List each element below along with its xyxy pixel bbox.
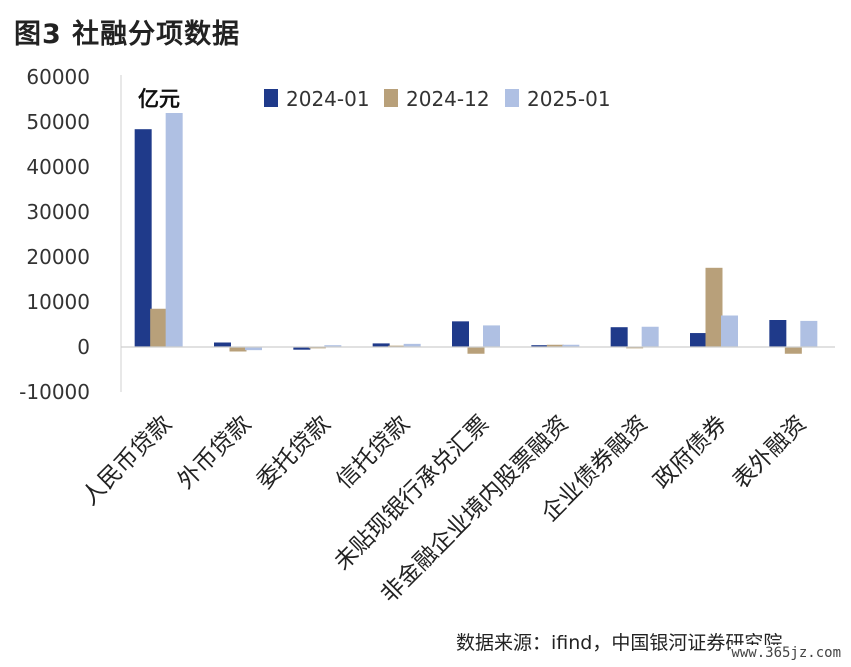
bar-2024-12: [467, 347, 485, 354]
bar-2025-01: [245, 347, 262, 351]
x-category-label: 委托贷款: [252, 411, 335, 494]
bar-2024-12: [150, 308, 168, 347]
bar-2025-01: [562, 344, 580, 347]
bar-2024-12: [229, 347, 247, 352]
bar-2024-12: [705, 267, 723, 347]
y-tick-label: 40000: [26, 155, 90, 179]
bar-2024-01: [452, 321, 469, 347]
bar-2025-01: [403, 343, 421, 347]
legend-label: 2024-12: [406, 87, 490, 111]
y-tick-label: 30000: [26, 200, 90, 224]
y-tick-label: 50000: [26, 110, 90, 134]
source-note: 数据来源：ifind，中国银河证券研究院: [456, 632, 783, 654]
legend-label: 2024-01: [286, 87, 370, 111]
bar-2024-01: [134, 129, 152, 347]
y-tick-label: 10000: [26, 290, 90, 314]
y-tick-label: 20000: [26, 245, 90, 269]
x-category-label: 外币贷款: [173, 411, 256, 494]
page-title: 图3 社融分项数据: [14, 19, 241, 50]
bar-2024-01: [690, 333, 707, 347]
bar-2024-12: [784, 347, 802, 354]
watermark: www.365jz.com: [731, 645, 841, 661]
bar-2024-01: [610, 327, 628, 347]
x-category-label: 未贴现银行承兑汇票: [329, 411, 494, 576]
bar-2024-12: [388, 345, 406, 347]
bar-2024-12: [626, 347, 644, 349]
bar-2025-01: [324, 345, 342, 347]
bar-2024-01: [214, 342, 231, 347]
bar-2024-12: [546, 344, 564, 347]
y-tick-label: 60000: [26, 65, 90, 89]
legend-swatch: [505, 89, 519, 107]
bar-2025-01: [800, 320, 818, 347]
bar-2024-01: [531, 345, 549, 347]
bar-2025-01: [165, 113, 183, 347]
bar-2025-01: [641, 326, 659, 347]
bar-2024-01: [293, 347, 311, 350]
bar-2024-12: [308, 347, 326, 349]
y-tick-label: 0: [77, 335, 90, 359]
x-category-label: 表外融资: [728, 411, 811, 494]
y-tick-label: -10000: [19, 380, 90, 404]
y-unit-label: 亿元: [138, 87, 180, 111]
bar-2024-01: [769, 320, 787, 347]
legend-label: 2025-01: [527, 87, 611, 111]
bar-2024-01: [372, 343, 390, 347]
legend-swatch: [264, 89, 278, 107]
bar-2025-01: [721, 315, 738, 347]
bar-2025-01: [483, 325, 500, 347]
x-category-label: 信托贷款: [331, 411, 414, 494]
x-category-label: 人民币贷款: [77, 411, 177, 511]
legend-swatch: [384, 89, 398, 107]
x-category-label: 政府债券: [649, 411, 732, 494]
